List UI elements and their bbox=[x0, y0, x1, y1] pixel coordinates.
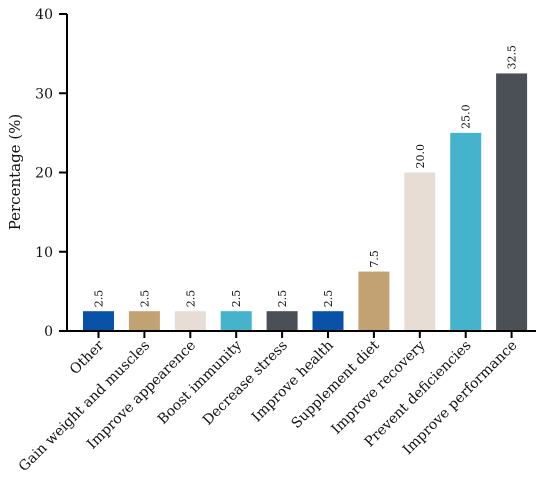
y-axis: 0 10 20 30 40 bbox=[35, 7, 68, 340]
bar bbox=[404, 172, 436, 331]
data-label: 7.5 bbox=[368, 250, 381, 268]
data-label: 2.5 bbox=[184, 290, 197, 308]
y-tick-label: 40 bbox=[35, 7, 53, 23]
data-label: 2.5 bbox=[322, 290, 335, 308]
bar bbox=[83, 311, 114, 331]
y-tick-label: 20 bbox=[35, 166, 53, 182]
data-label: 2.5 bbox=[276, 290, 289, 308]
bar bbox=[220, 311, 252, 331]
bar bbox=[450, 132, 482, 331]
y-tick-label: 0 bbox=[44, 324, 53, 340]
bar bbox=[496, 73, 528, 331]
data-label: 2.5 bbox=[230, 290, 243, 308]
data-label: 2.5 bbox=[138, 290, 151, 308]
y-tick-label: 30 bbox=[35, 86, 53, 102]
bar bbox=[266, 311, 298, 331]
data-label: 2.5 bbox=[93, 290, 106, 308]
bar bbox=[174, 311, 206, 331]
x-tick-label: Decrease stress bbox=[200, 338, 291, 429]
x-tick-label: Improve health bbox=[249, 338, 337, 426]
bar bbox=[312, 311, 344, 331]
data-label: 25.0 bbox=[460, 104, 473, 129]
data-label: 32.5 bbox=[506, 45, 519, 70]
data-label: 20.0 bbox=[414, 144, 427, 169]
bars-group bbox=[83, 73, 528, 331]
x-tick-label: Other bbox=[67, 337, 108, 378]
value-labels-group: 2.5 2.5 2.5 2.5 2.5 2.5 7.5 20.0 25.0 32.5 bbox=[93, 45, 519, 307]
y-tick-label: 10 bbox=[35, 245, 53, 261]
y-axis-title: Percentage (%) bbox=[6, 114, 24, 231]
x-tick-label: Boost immunity bbox=[155, 337, 245, 427]
x-tick-label: Supplement diet bbox=[288, 337, 383, 432]
bar bbox=[358, 271, 390, 331]
bar bbox=[128, 311, 160, 331]
